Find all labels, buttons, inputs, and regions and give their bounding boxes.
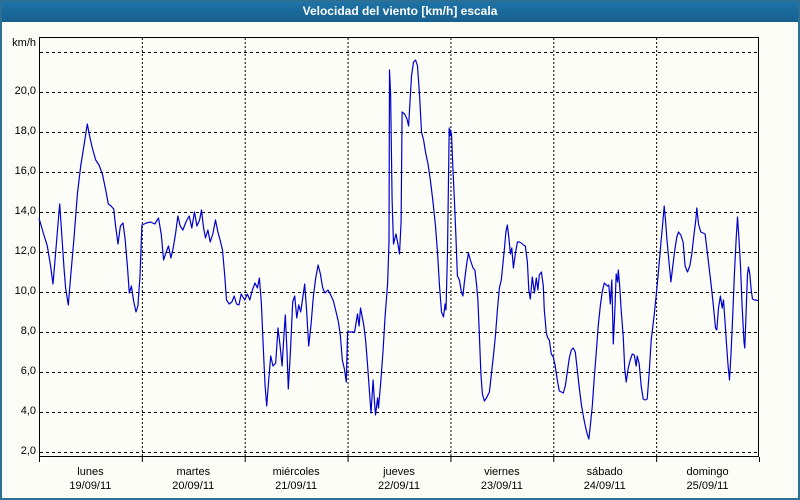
x-axis-day-label-domingo: domingo 25/09/11	[656, 465, 759, 493]
day-date: 20/09/11	[172, 480, 215, 492]
title-bar: Velocidad del viento [km/h] escala	[0, 0, 800, 22]
day-name: domingo	[686, 466, 729, 478]
y-axis-label-8: 8,0	[20, 325, 36, 337]
day-date: 22/09/11	[377, 480, 420, 492]
x-axis-day-label-viernes: viernes 23/09/11	[450, 465, 553, 493]
chart-title: Velocidad del viento [km/h] escala	[302, 4, 498, 18]
x-axis-day-label-miércoles: miércoles 21/09/11	[245, 465, 348, 493]
day-name: sábado	[586, 466, 623, 478]
day-date: 23/09/11	[480, 480, 523, 492]
y-axis-label-6: 6,0	[20, 365, 36, 377]
x-axis-day-label-sábado: sábado 24/09/11	[553, 465, 656, 493]
day-name: martes	[176, 466, 211, 478]
y-axis-label-18: 18,0	[14, 125, 36, 137]
y-axis-label-12: 12,0	[14, 245, 36, 257]
wind-speed-line	[38, 59, 759, 440]
y-axis-label-2: 2,0	[20, 445, 36, 457]
day-name: miércoles	[272, 466, 320, 478]
y-axis-unit-label: km/h	[12, 37, 36, 49]
day-date: 19/09/11	[69, 480, 112, 492]
day-name: viernes	[484, 466, 520, 478]
day-date: 21/09/11	[275, 480, 318, 492]
y-axis-label-16: 16,0	[14, 165, 36, 177]
day-name: jueves	[383, 466, 415, 478]
day-date: 25/09/11	[686, 480, 729, 492]
x-axis-day-label-jueves: jueves 22/09/11	[348, 465, 451, 493]
x-axis-day-label-lunes: lunes 19/09/11	[39, 465, 142, 493]
y-axis-label-14: 14,0	[14, 205, 36, 217]
x-axis-day-label-martes: martes 20/09/11	[142, 465, 245, 493]
y-axis-label-20: 20,0	[14, 85, 36, 97]
y-axis-label-4: 4,0	[20, 405, 36, 417]
day-date: 24/09/11	[583, 480, 626, 492]
day-name: lunes	[77, 466, 104, 478]
y-axis-label-10: 10,0	[14, 285, 36, 297]
